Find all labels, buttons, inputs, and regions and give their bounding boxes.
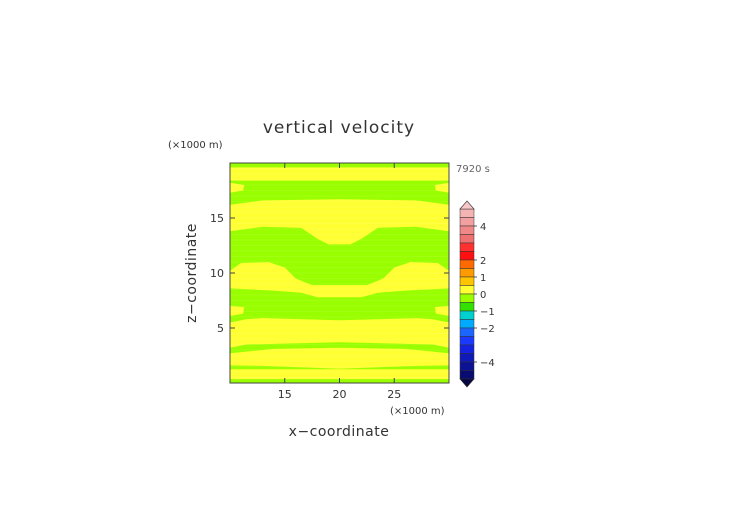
y-unit-label: (×1000 m): [168, 140, 223, 151]
contour-band-positive: [230, 369, 449, 380]
colorbar-tick-label: 0: [480, 290, 486, 301]
contour-band-positive: [230, 199, 449, 245]
x-tick-label: 25: [387, 388, 401, 401]
colorbar: 4 2 1 0 −1 −2 −4: [459, 200, 495, 388]
colorbar-level: [459, 234, 475, 244]
colorbar-tick-label: 1: [480, 273, 486, 284]
colorbar-tick-label: 4: [480, 222, 486, 233]
colorbar-level: [459, 259, 475, 269]
chart-title: vertical velocity: [263, 118, 415, 138]
colorbar-level: [459, 268, 475, 278]
contour-band-positive: [434, 306, 449, 316]
contour-band-positive: [230, 306, 245, 316]
colorbar-level: [459, 242, 475, 252]
x-axis-label: x−coordinate: [289, 424, 390, 440]
y-axis-ticks: 5 10 15: [210, 212, 449, 335]
colorbar-level: [459, 293, 475, 303]
colorbar-level: [459, 251, 475, 261]
colorbar-level: [459, 208, 475, 218]
contour-band-positive: [434, 182, 449, 193]
x-tick-label: 20: [333, 388, 347, 401]
colorbar-upper-extension: [459, 200, 475, 210]
colorbar-level: [459, 370, 475, 380]
colorbar-level: [459, 353, 475, 363]
x-tick-label: 15: [278, 388, 292, 401]
colorbar-level: [459, 319, 475, 329]
y-axis-label: z−coordinate: [184, 223, 200, 323]
colorbar-level: [459, 302, 475, 312]
contour-fill: [230, 167, 449, 380]
x-axis-ticks: 15 20 25: [278, 163, 401, 401]
plot-area: 15 20 25 5 10 15: [210, 162, 450, 401]
colorbar-level: [459, 276, 475, 286]
colorbar-level: [459, 361, 475, 371]
colorbar-level: [459, 310, 475, 320]
colorbar-tick-label: −4: [480, 358, 495, 369]
time-label: 7920 s: [456, 164, 490, 175]
contour-band-positive: [230, 318, 449, 348]
colorbar-level: [459, 336, 475, 346]
colorbar-level: [459, 327, 475, 337]
colorbar-level: [459, 225, 475, 235]
colorbar-tick-label: −1: [480, 307, 495, 318]
colorbar-level: [459, 285, 475, 295]
colorbar-level: [459, 217, 475, 227]
contour-band-positive: [230, 347, 449, 369]
y-tick-label: 10: [210, 267, 224, 280]
y-tick-label: 15: [210, 212, 224, 225]
x-unit-label: (×1000 m): [390, 406, 445, 417]
colorbar-tick-label: −2: [480, 324, 495, 335]
y-tick-label: 5: [217, 322, 224, 335]
colorbar-lower-extension: [459, 378, 475, 388]
contour-band-positive: [230, 167, 449, 181]
colorbar-level: [459, 344, 475, 354]
contour-band-positive: [230, 262, 449, 298]
colorbar-tick-label: 2: [480, 256, 486, 267]
contour-band-positive: [230, 182, 245, 193]
